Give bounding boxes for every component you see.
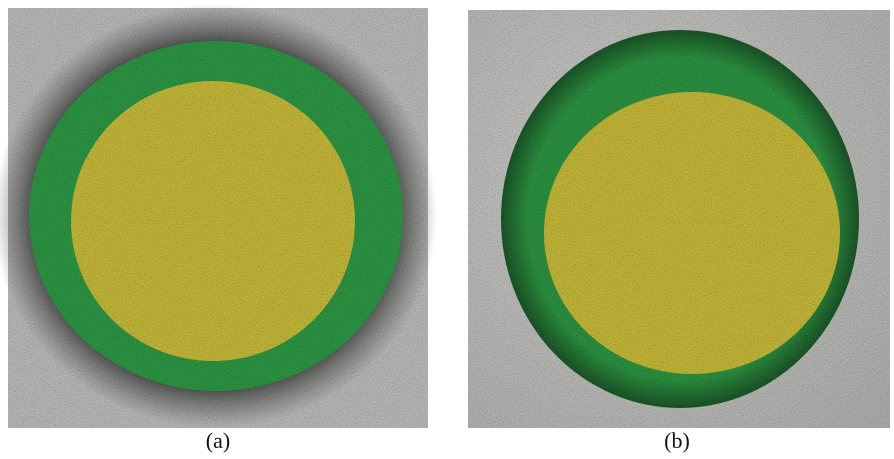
panel-a xyxy=(0,4,437,428)
caption: (a) xyxy=(206,428,230,453)
yellow-core xyxy=(544,92,840,374)
yellow-core xyxy=(71,81,355,361)
caption: (b) xyxy=(664,428,690,453)
figure: (a) (b) xyxy=(0,0,894,459)
panel-b xyxy=(468,10,890,428)
